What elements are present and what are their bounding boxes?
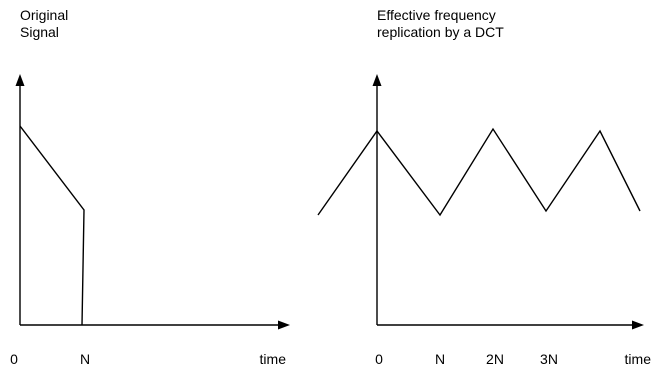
right-tick-label: 3N — [540, 351, 558, 367]
original-signal-curve — [19, 125, 85, 326]
left-axis-label: time — [260, 351, 287, 367]
left-title-line2: Signal — [20, 24, 59, 40]
left-y-axis-arrow — [15, 74, 25, 86]
right-y-axis-arrow — [372, 74, 382, 86]
left-panel: Original Signal 0 N time — [10, 7, 290, 367]
right-panel: Effective frequency replication by a DCT… — [317, 7, 652, 367]
left-tick-label: 0 — [10, 351, 18, 367]
right-tick-label: N — [435, 351, 445, 367]
left-title-line1: Original — [20, 7, 68, 23]
dct-replicated-signal-curve — [317, 127, 641, 217]
right-axis-label: time — [625, 351, 652, 367]
right-x-axis-arrow — [632, 320, 644, 330]
right-tick-label: 2N — [486, 351, 504, 367]
right-title-line1: Effective frequency — [377, 7, 496, 23]
right-tick-label: 0 — [375, 351, 383, 367]
left-tick-label: N — [80, 351, 90, 367]
left-x-axis-arrow — [278, 320, 290, 330]
right-title-line2: replication by a DCT — [377, 24, 504, 40]
